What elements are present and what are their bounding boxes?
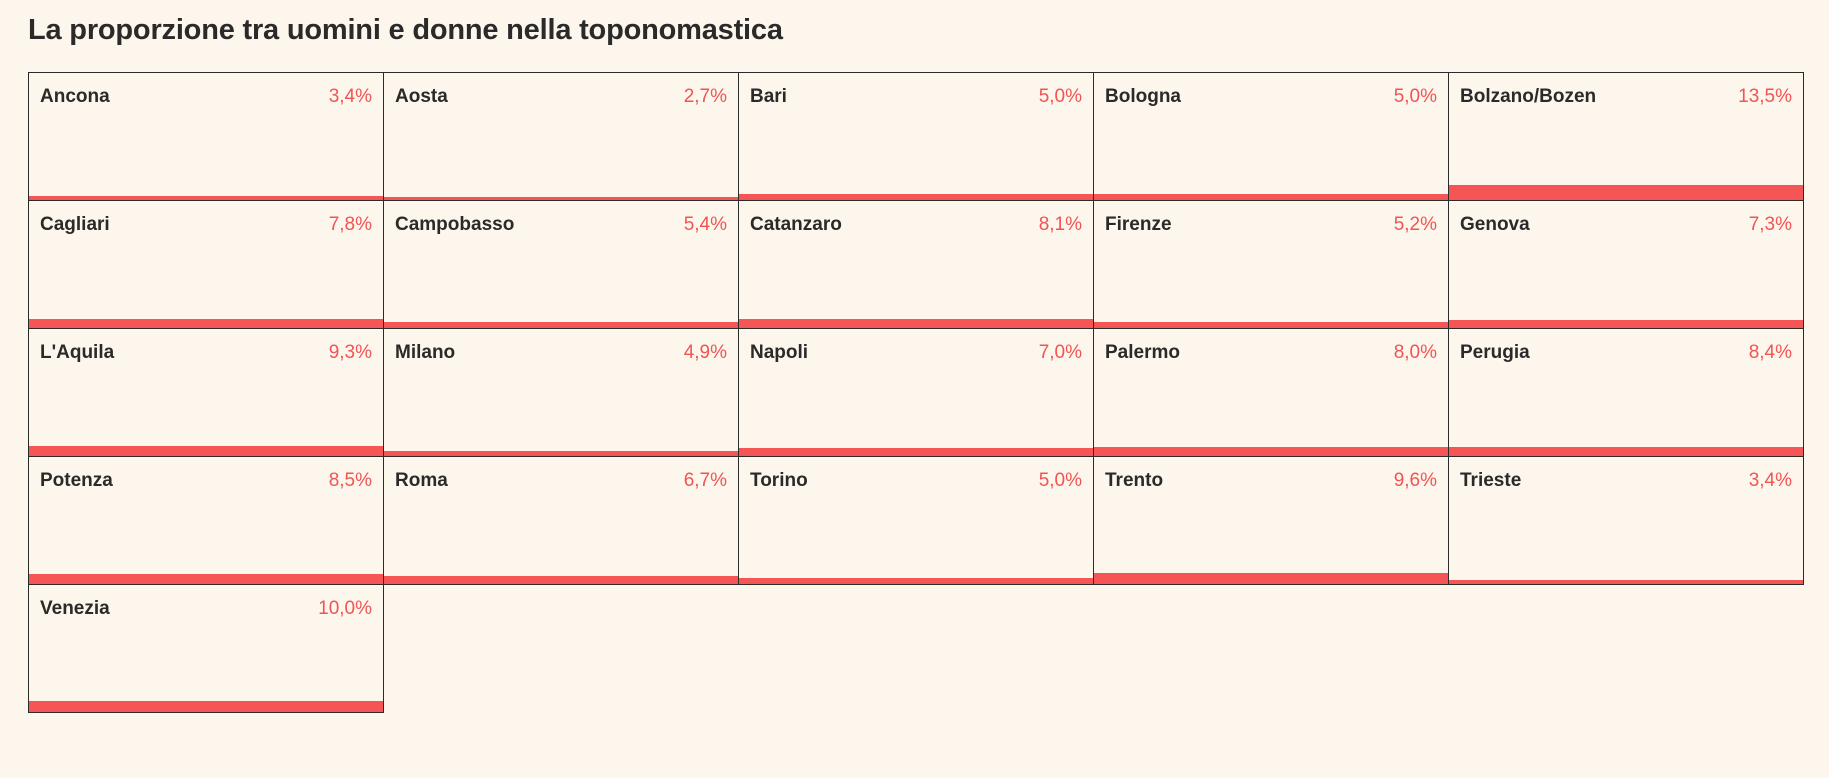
proportion-bar	[29, 701, 383, 712]
value-label: 3,4%	[1748, 470, 1792, 491]
value-label: 5,0%	[1393, 86, 1437, 107]
proportion-bar	[384, 451, 738, 456]
proportion-bar	[384, 197, 738, 200]
value-label: 4,9%	[683, 342, 727, 363]
city-label: Bari	[750, 86, 787, 107]
value-label: 8,4%	[1748, 342, 1792, 363]
city-label: Cagliari	[40, 214, 110, 235]
proportion-bar	[1094, 322, 1448, 328]
city-label: Aosta	[395, 86, 448, 107]
city-cell: Perugia 8,4%	[1448, 328, 1804, 457]
city-cell: Palermo 8,0%	[1093, 328, 1449, 457]
city-label: Ancona	[40, 86, 110, 107]
proportion-bar	[1449, 320, 1803, 328]
city-cell: L'Aquila 9,3%	[28, 328, 384, 457]
value-label: 8,0%	[1393, 342, 1437, 363]
city-cell: Firenze 5,2%	[1093, 200, 1449, 329]
city-label: Trento	[1105, 470, 1164, 491]
city-label: Perugia	[1460, 342, 1530, 363]
city-label: Firenze	[1105, 214, 1172, 235]
city-cell: Genova 7,3%	[1448, 200, 1804, 329]
value-label: 2,7%	[683, 86, 727, 107]
city-label: Genova	[1460, 214, 1530, 235]
city-cell: Bologna 5,0%	[1093, 72, 1449, 201]
city-label: Campobasso	[395, 214, 515, 235]
city-cell: Catanzaro 8,1%	[738, 200, 1094, 329]
city-label: Trieste	[1460, 470, 1522, 491]
city-cell: Venezia 10,0%	[28, 584, 384, 713]
proportion-bar	[739, 578, 1093, 584]
city-cell: Bari 5,0%	[738, 72, 1094, 201]
city-label: Potenza	[40, 470, 113, 491]
small-multiples-grid: Ancona 3,4% Aosta 2,7% Bari 5,0% Bologna 5,0% Bo…	[28, 72, 1804, 713]
city-label: Venezia	[40, 598, 110, 619]
city-cell: Milano 4,9%	[383, 328, 739, 457]
city-cell: Cagliari 7,8%	[28, 200, 384, 329]
proportion-bar	[29, 196, 383, 200]
value-label: 5,2%	[1393, 214, 1437, 235]
value-label: 13,5%	[1738, 86, 1792, 107]
city-label: Bologna	[1105, 86, 1181, 107]
city-label: Roma	[395, 470, 448, 491]
value-label: 7,0%	[1038, 342, 1082, 363]
proportion-bar	[739, 319, 1093, 328]
value-label: 6,7%	[683, 470, 727, 491]
value-label: 8,1%	[1038, 214, 1082, 235]
city-label: Bolzano/Bozen	[1460, 86, 1597, 107]
value-label: 9,3%	[328, 342, 372, 363]
value-label: 5,0%	[1038, 86, 1082, 107]
proportion-bar	[29, 319, 383, 328]
city-cell: Campobasso 5,4%	[383, 200, 739, 329]
proportion-bar	[1094, 573, 1448, 584]
proportion-bar	[739, 194, 1093, 200]
proportion-bar	[739, 448, 1093, 456]
city-label: Napoli	[750, 342, 809, 363]
proportion-bar	[384, 576, 738, 584]
city-label: L'Aquila	[40, 342, 115, 363]
city-cell: Aosta 2,7%	[383, 72, 739, 201]
value-label: 7,3%	[1748, 214, 1792, 235]
value-label: 5,4%	[683, 214, 727, 235]
proportion-bar	[384, 322, 738, 328]
city-cell: Torino 5,0%	[738, 456, 1094, 585]
city-label: Catanzaro	[750, 214, 842, 235]
value-label: 7,8%	[328, 214, 372, 235]
city-cell: Trento 9,6%	[1093, 456, 1449, 585]
proportion-bar	[29, 574, 383, 584]
proportion-bar	[1094, 447, 1448, 456]
chart-title: La proporzione tra uomini e donne nella …	[28, 14, 783, 46]
city-label: Torino	[750, 470, 808, 491]
value-label: 3,4%	[328, 86, 372, 107]
value-label: 8,5%	[328, 470, 372, 491]
city-cell: Trieste 3,4%	[1448, 456, 1804, 585]
proportion-bar	[1449, 185, 1803, 200]
proportion-bar	[1449, 447, 1803, 456]
city-cell: Napoli 7,0%	[738, 328, 1094, 457]
city-cell: Ancona 3,4%	[28, 72, 384, 201]
city-cell: Bolzano/Bozen 13,5%	[1448, 72, 1804, 201]
city-cell: Potenza 8,5%	[28, 456, 384, 585]
city-label: Palermo	[1105, 342, 1180, 363]
value-label: 9,6%	[1393, 470, 1437, 491]
value-label: 5,0%	[1038, 470, 1082, 491]
value-label: 10,0%	[318, 598, 372, 619]
proportion-bar	[1094, 194, 1448, 200]
city-label: Milano	[395, 342, 456, 363]
city-cell: Roma 6,7%	[383, 456, 739, 585]
proportion-bar	[1449, 580, 1803, 584]
proportion-bar	[29, 446, 383, 456]
